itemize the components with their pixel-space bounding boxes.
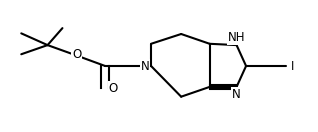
Text: N: N xyxy=(232,88,241,101)
Text: O: O xyxy=(72,48,81,61)
Text: N: N xyxy=(141,60,149,72)
Text: O: O xyxy=(108,82,118,95)
Text: I: I xyxy=(291,60,295,72)
Text: NH: NH xyxy=(228,31,245,44)
